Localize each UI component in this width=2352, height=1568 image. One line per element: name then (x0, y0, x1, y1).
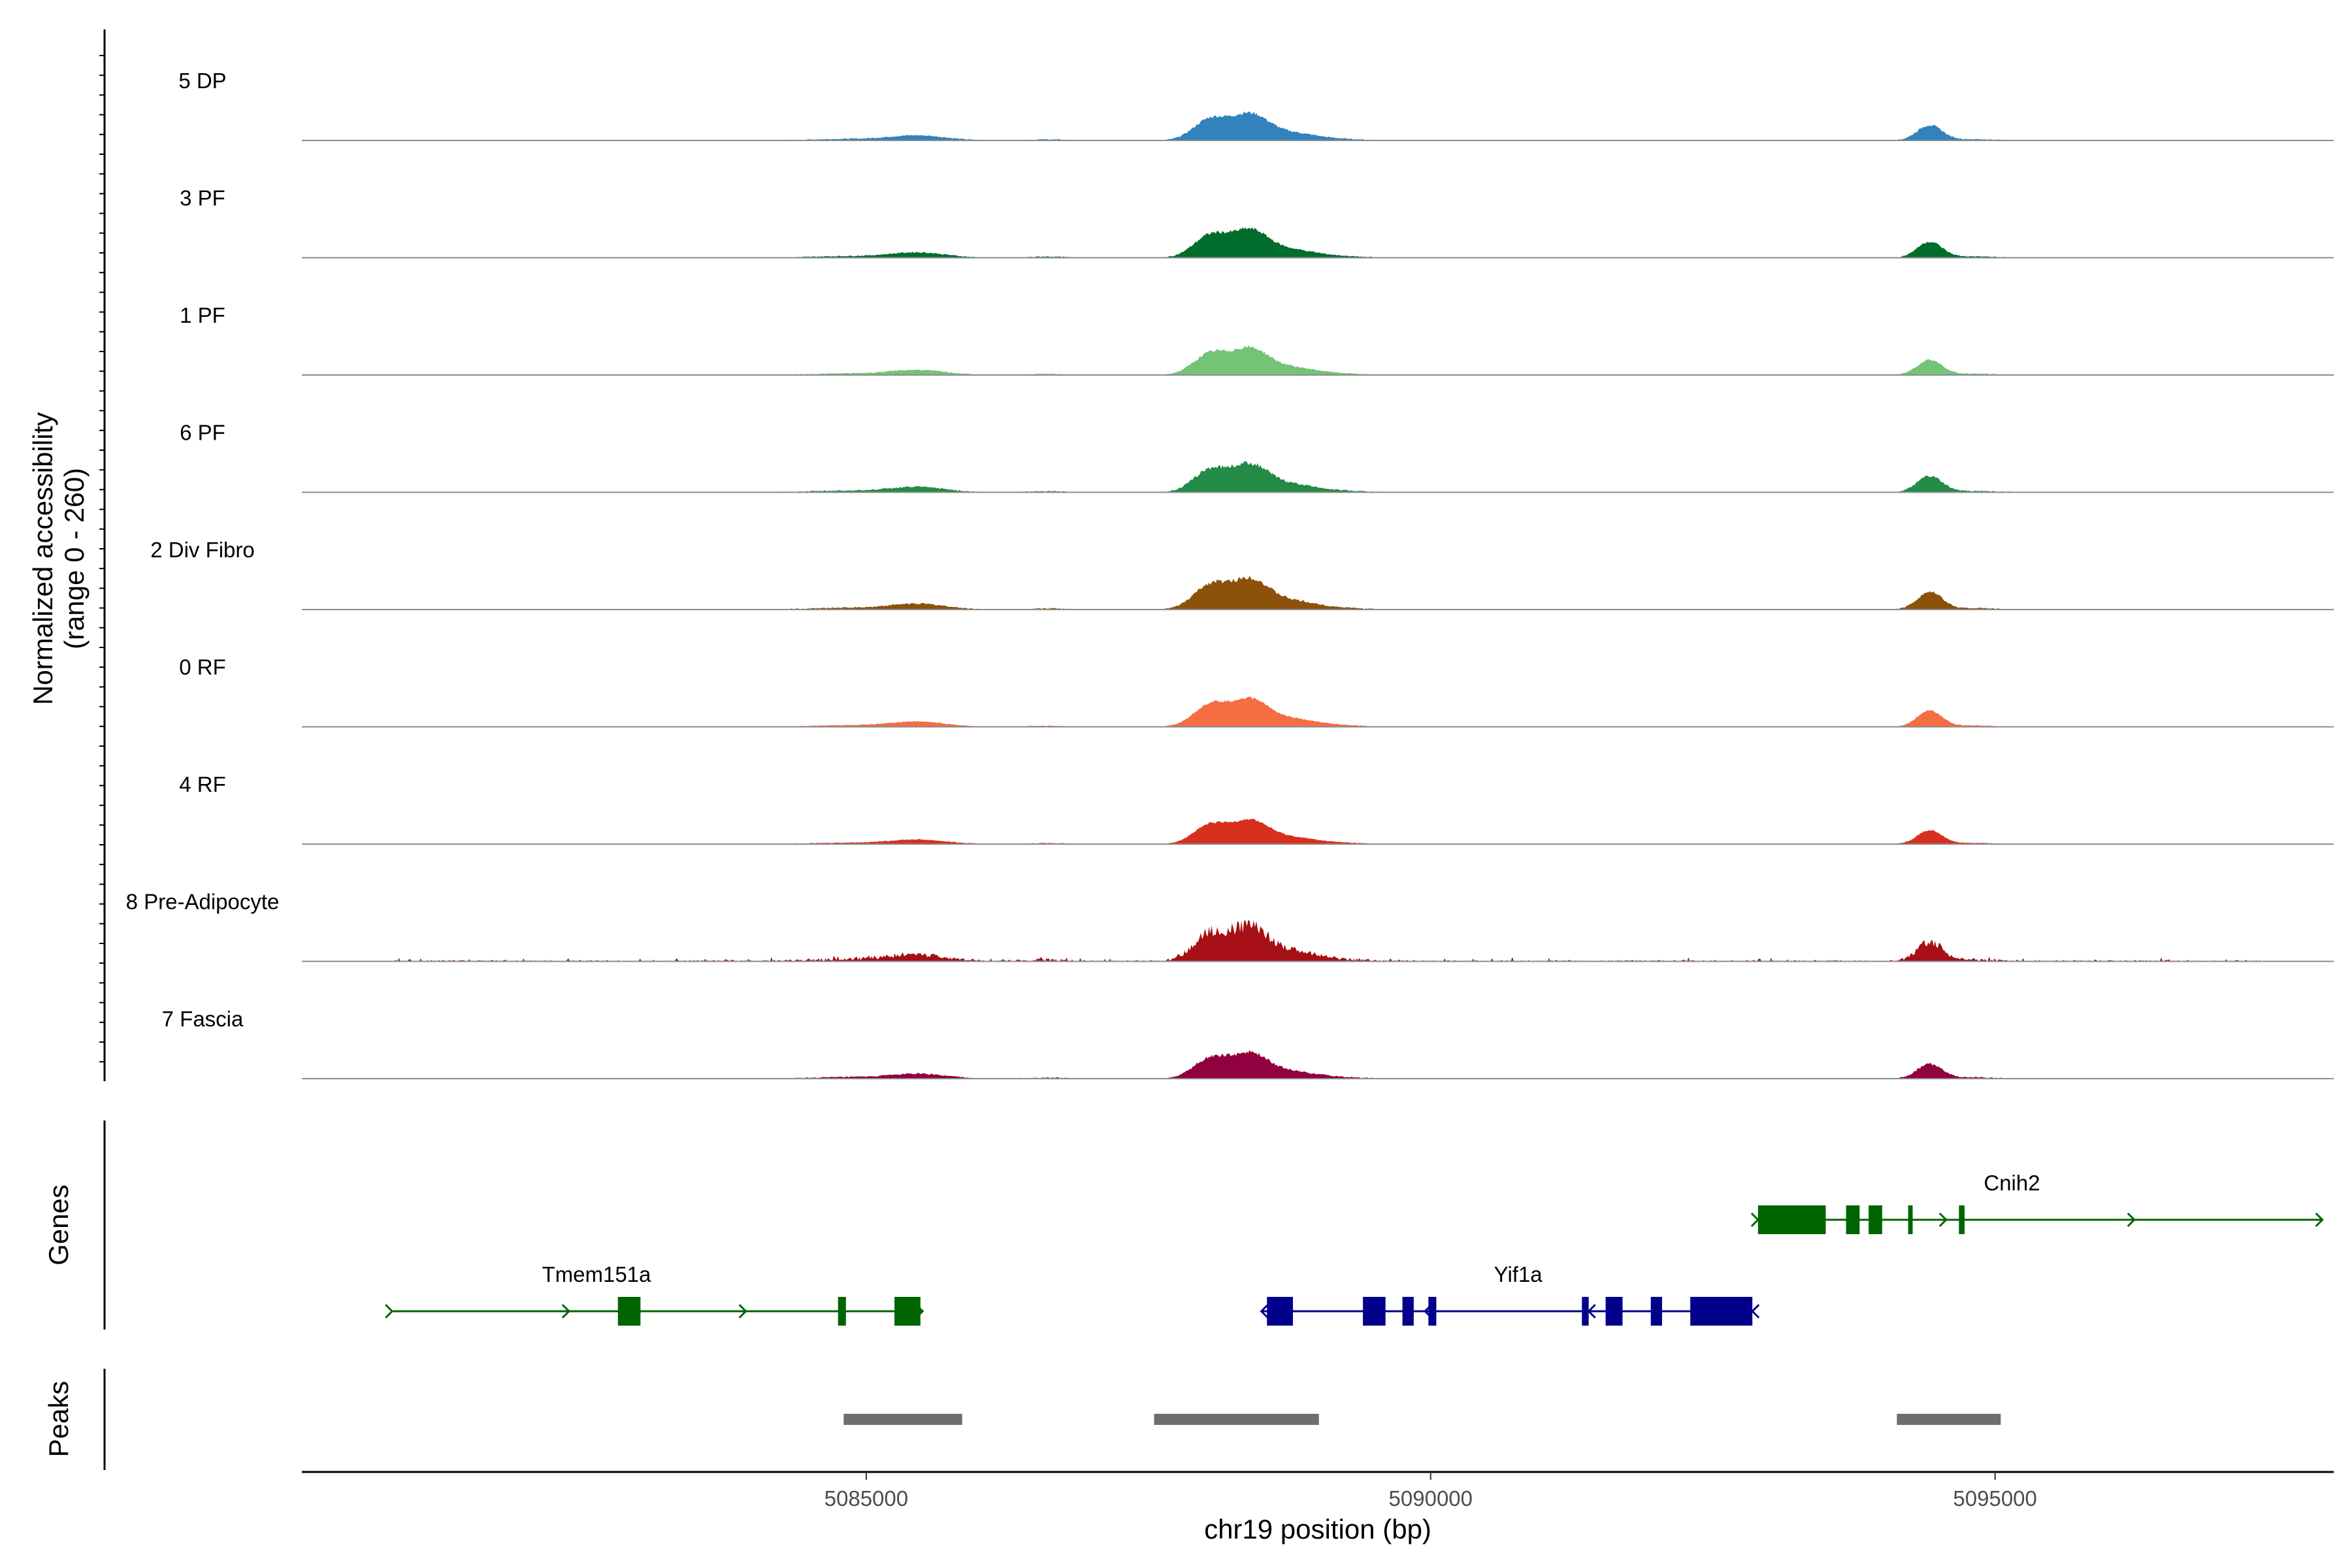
gene-exon (1757, 1205, 1826, 1234)
coverage-y-axis-ticks (99, 55, 105, 1063)
strand-arrow-left-icon (1750, 1212, 1759, 1228)
x-axis-ticks: 5085000 5090000 5095000 (825, 1472, 2037, 1511)
track-3-pf: 3 PF (180, 186, 2334, 259)
strand-arrow-right-icon (1260, 1303, 1269, 1319)
track-label: 7 Fascia (162, 1007, 244, 1031)
coverage-area (392, 227, 2278, 258)
gene-annotation-track: Cnih2 Tmem151a Yif1a (385, 1171, 2324, 1326)
x-tick-label: 5090000 (1389, 1486, 1473, 1511)
gene-tmem151a: Tmem151a (385, 1262, 924, 1326)
track-label: 1 PF (180, 303, 225, 327)
gene-exon (617, 1297, 641, 1326)
gene-label: Cnih2 (1984, 1171, 2040, 1195)
gene-yif1a: Yif1a (1260, 1262, 1760, 1326)
track-5-dp: 5 DP (178, 69, 2334, 141)
track-2-div-fibro: 2 Div Fibro (150, 538, 2334, 610)
coverage-area (392, 345, 2278, 375)
coverage-area (392, 461, 2278, 493)
track-6-pf: 6 PF (180, 421, 2334, 493)
peak-region (1897, 1414, 2001, 1425)
strand-arrow-right-icon (1751, 1303, 1760, 1319)
gene-label: Yif1a (1494, 1262, 1543, 1286)
strand-arrow-left-icon (385, 1303, 394, 1319)
gene-exon (1402, 1297, 1414, 1326)
gene-exon (1428, 1297, 1437, 1326)
gene-exon (1846, 1205, 1860, 1234)
gene-label: Tmem151a (542, 1262, 651, 1286)
coverage-area (392, 920, 2278, 962)
track-0-rf: 0 RF (179, 655, 2334, 728)
gene-exon (1267, 1297, 1293, 1326)
gene-exon (1650, 1297, 1662, 1326)
x-tick-label: 5095000 (1953, 1486, 2036, 1511)
gene-exon (1869, 1205, 1882, 1234)
x-tick-label: 5085000 (825, 1486, 908, 1511)
track-8-pre-adipocyte: 8 Pre-Adipocyte (126, 890, 2334, 962)
peak-track (843, 1414, 2001, 1425)
track-label: 2 Div Fibro (150, 538, 255, 562)
gene-exon (1605, 1297, 1623, 1326)
strand-arrow-left-icon (561, 1303, 571, 1319)
track-label: 5 DP (178, 69, 226, 93)
gene-exon (838, 1297, 846, 1326)
track-7-fascia: 7 Fascia (162, 1007, 2334, 1079)
coverage-area (392, 819, 2278, 844)
track-label: 6 PF (180, 421, 225, 445)
coverage-area (392, 576, 2278, 610)
track-1-pf: 1 PF (180, 303, 2334, 376)
strand-arrow-left-icon (2127, 1212, 2136, 1228)
gene-exon (1959, 1205, 1965, 1234)
gene-exon (1582, 1297, 1589, 1326)
x-axis-title: chr19 position (bp) (1204, 1514, 1431, 1544)
coverage-tracks: 5 DP 3 PF 1 PF 6 PF 2 Div Fibro 0 RF 4 RF 8 Pre… (126, 69, 2334, 1079)
track-4-rf: 4 RF (179, 772, 2334, 845)
track-label: 0 RF (179, 655, 226, 679)
track-label: 3 PF (180, 186, 225, 210)
strand-arrow-left-icon (738, 1303, 747, 1319)
gene-exon (894, 1297, 921, 1326)
gene-exon (1690, 1297, 1753, 1326)
strand-arrow-left-icon (1938, 1212, 1948, 1228)
peak-region (1154, 1414, 1319, 1425)
coverage-area (392, 696, 2278, 727)
coverage-area (392, 1050, 2278, 1079)
gene-cnih2: Cnih2 (1750, 1171, 2324, 1234)
y-axis-title-line1: Normalized accessibility (27, 412, 58, 705)
y-axis-title-line2: (range 0 - 260) (59, 468, 90, 649)
track-label: 4 RF (179, 772, 226, 796)
genes-panel-label: Genes (43, 1184, 74, 1266)
gene-exon (1908, 1205, 1913, 1234)
coverage-area (392, 111, 2278, 140)
strand-arrow-right-icon (1587, 1303, 1596, 1319)
gene-exon (1363, 1297, 1386, 1326)
peak-region (843, 1414, 962, 1425)
peaks-panel-label: Peaks (43, 1381, 74, 1458)
track-label: 8 Pre-Adipocyte (126, 890, 280, 914)
strand-arrow-left-icon (2315, 1212, 2324, 1228)
